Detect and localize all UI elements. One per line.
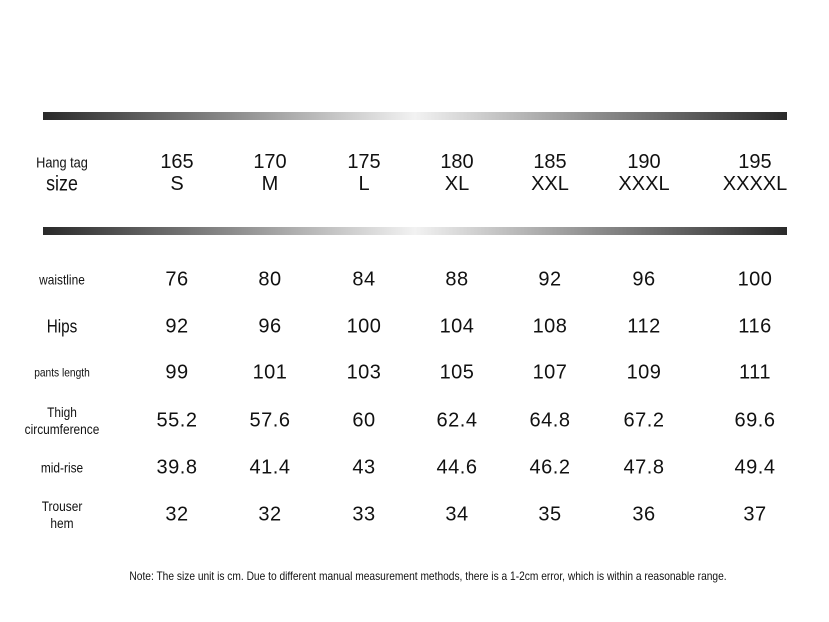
row-label: waistline [39, 272, 85, 289]
row-label: mid-rise [41, 460, 83, 477]
row-label-line: hem [50, 515, 74, 531]
column-header: 170 M [253, 151, 286, 195]
column-header: 180 XL [440, 151, 473, 195]
height: 175 [347, 151, 381, 173]
row-label: Thigh circumference [25, 404, 100, 438]
cell-value: 80 [258, 268, 282, 291]
cell-value: 35 [538, 503, 562, 526]
column-header: 195 XXXXL [723, 151, 787, 195]
cell-value: 111 [739, 361, 771, 384]
cell-value: 64.8 [529, 409, 571, 432]
row-label: Trouser hem [42, 498, 83, 532]
cell-value: 43 [352, 456, 376, 479]
cell-value: 47.8 [623, 456, 665, 479]
height: 185 [533, 151, 567, 173]
cell-value: 92 [538, 268, 562, 291]
row-label-line: Hips [46, 316, 78, 337]
row-label-line: waistline [39, 271, 85, 288]
cell-value: 41.4 [249, 456, 291, 479]
cell-value: 67.2 [623, 409, 665, 432]
cell-value: 32 [165, 503, 189, 526]
column-header: 185 XXL [531, 151, 569, 195]
cell-value: 107 [532, 361, 568, 384]
cell-value: 100 [737, 268, 773, 291]
cell-value: 112 [627, 315, 661, 338]
size: S [170, 173, 184, 195]
row-label: Hips [46, 316, 78, 337]
height: 190 [627, 151, 661, 173]
cell-value: 96 [258, 315, 282, 338]
cell-value: 103 [346, 361, 382, 384]
cell-value: 33 [352, 503, 376, 526]
cell-value: 88 [445, 268, 469, 291]
column-header: 165 S [160, 151, 193, 195]
cell-value: 36 [632, 503, 656, 526]
row-label-line: mid-rise [40, 459, 84, 476]
cell-value: 96 [632, 268, 656, 291]
size: L [358, 173, 370, 195]
row-label-line: Trouser [41, 498, 83, 514]
cell-value: 76 [165, 268, 189, 291]
cell-value: 109 [626, 361, 662, 384]
header-label: Hang tag size [36, 155, 88, 198]
cell-value: 104 [439, 315, 475, 338]
size: M [261, 173, 279, 195]
cell-value: 57.6 [249, 409, 291, 432]
divider [43, 112, 787, 120]
cell-value: 92 [165, 315, 189, 338]
cell-value: 99 [165, 361, 189, 384]
cell-value: 49.4 [734, 456, 776, 479]
cell-value: 116 [738, 315, 772, 338]
cell-value: 55.2 [156, 409, 198, 432]
size: XXXXL [722, 173, 788, 195]
row-label: pants length [34, 365, 90, 382]
header-label-line: size [46, 172, 78, 196]
height: 170 [253, 151, 287, 173]
size: XXXL [618, 173, 670, 195]
column-header: 175 L [347, 151, 380, 195]
cell-value: 39.8 [156, 456, 198, 479]
row-label-line: Thigh [47, 404, 77, 420]
cell-value: 105 [439, 361, 475, 384]
header-label-line: Hang tag [36, 154, 88, 172]
cell-value: 37 [743, 503, 767, 526]
height: 180 [440, 151, 474, 173]
size: XL [444, 173, 470, 195]
cell-value: 46.2 [529, 456, 571, 479]
height: 165 [160, 151, 194, 173]
size: XXL [531, 173, 569, 195]
cell-value: 84 [352, 268, 376, 291]
height: 195 [738, 151, 772, 173]
cell-value: 100 [346, 315, 382, 338]
note: Note: The size unit is cm. Due to differ… [129, 569, 727, 583]
divider [43, 227, 787, 235]
row-label-line: circumference [24, 421, 100, 437]
cell-value: 108 [532, 315, 568, 338]
row-label-line: pants length [34, 365, 90, 380]
cell-value: 44.6 [436, 456, 478, 479]
cell-value: 34 [445, 503, 469, 526]
cell-value: 69.6 [734, 409, 776, 432]
cell-value: 101 [252, 361, 288, 384]
cell-value: 32 [258, 503, 282, 526]
column-header: 190 XXXL [618, 151, 669, 195]
cell-value: 60 [352, 409, 376, 432]
cell-value: 62.4 [436, 409, 478, 432]
